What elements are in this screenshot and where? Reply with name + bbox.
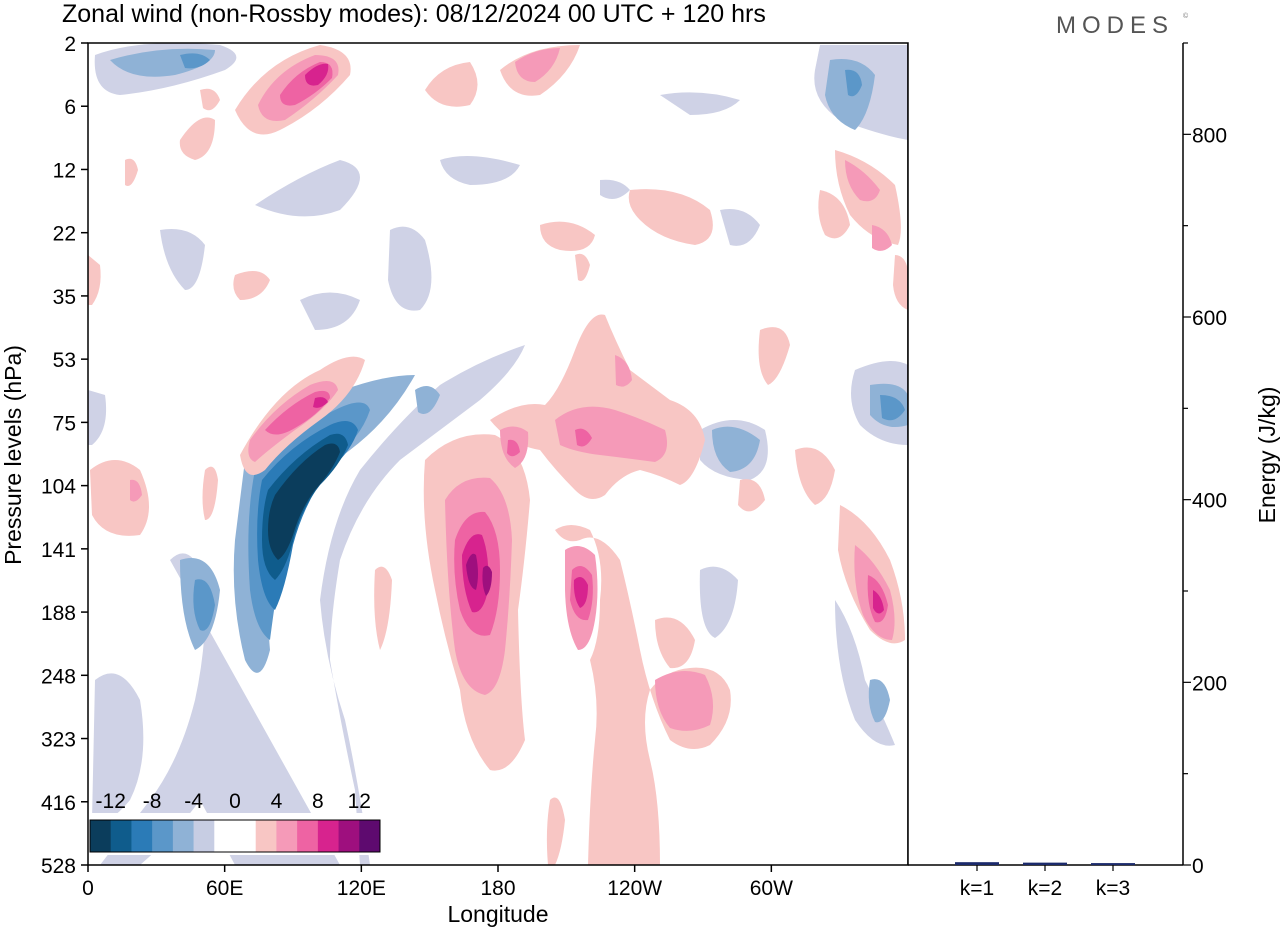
colorbar-label: 8 [312, 790, 324, 813]
y-tick-label: 188 [41, 602, 76, 625]
energy-tick-label: 200 [1192, 672, 1227, 695]
colorbar-swatch [338, 820, 360, 852]
colorbar-swatch [235, 820, 257, 852]
colorbar-swatch [276, 820, 298, 852]
energy-bar [1023, 862, 1067, 865]
y-tick-label: 528 [41, 855, 76, 878]
y-tick-label: 75 [53, 412, 76, 435]
y-tick-label: 2 [64, 33, 76, 56]
y-tick-label: 104 [41, 476, 76, 499]
energy-category-labels: k=1 k=2 k=3 [960, 865, 1130, 900]
colorbar-label: 12 [348, 790, 371, 813]
energy-bars [955, 862, 1135, 866]
energy-tick-label: 800 [1192, 124, 1227, 147]
y-tick-label: 35 [53, 286, 76, 309]
x-tick-label: 120E [337, 877, 386, 900]
energy-y-axis: 0 200 400 600 800 [1183, 42, 1227, 878]
energy-panel [908, 43, 1183, 865]
colorbar-swatch [193, 820, 215, 852]
modes-logo: MODES [1056, 12, 1174, 39]
energy-tick-label: 0 [1192, 855, 1204, 878]
energy-category-label: k=2 [1028, 877, 1062, 900]
chart-title: Zonal wind (non-Rossby modes): 08/12/202… [62, 0, 766, 28]
y-tick-label: 141 [41, 539, 76, 562]
colorbar-swatch [359, 820, 381, 852]
colorbar-label: 4 [271, 790, 283, 813]
y-tick-label: 6 [64, 96, 76, 119]
contour-pos-5 [466, 553, 492, 596]
colorbar-swatch [110, 820, 132, 852]
colorbar: -12 -8 -4 0 4 8 12 [89, 790, 381, 855]
y-axis: 2 6 12 22 35 53 75 104 141 188 248 323 416 528 [41, 33, 88, 878]
colorbar-swatch [172, 820, 195, 852]
energy-category-label: k=1 [960, 877, 994, 900]
y-tick-label: 416 [41, 792, 76, 815]
x-axis: 0 60E 120E 180 120W 60W [82, 865, 793, 900]
colorbar-swatch [297, 820, 319, 852]
colorbar-labels: -12 -8 -4 0 4 8 12 [96, 790, 371, 813]
colorbar-swatch [152, 820, 174, 852]
x-tick-label: 120W [607, 877, 662, 900]
logo-copyright-mark: © [1183, 12, 1189, 20]
y-tick-label: 12 [53, 159, 76, 182]
colorbar-swatch [214, 820, 236, 852]
colorbar-swatches [90, 820, 381, 852]
energy-bar [955, 862, 999, 865]
x-tick-label: 180 [480, 877, 515, 900]
colorbar-swatch [317, 820, 340, 852]
contour-neg-6 [268, 443, 340, 560]
y-tick-label: 22 [53, 223, 76, 246]
x-tick-label: 60W [750, 877, 793, 900]
y-tick-label: 53 [53, 349, 76, 372]
colorbar-swatch [131, 820, 153, 852]
energy-category-label: k=3 [1096, 877, 1130, 900]
x-axis-label: Longitude [447, 901, 548, 927]
energy-axis-label: Energy (J/kg) [1254, 387, 1280, 524]
energy-tick-label: 400 [1192, 490, 1227, 513]
energy-tick-label: 600 [1192, 307, 1227, 330]
x-tick-label: 0 [82, 877, 94, 900]
energy-bar [1091, 863, 1135, 866]
colorbar-label: -12 [96, 790, 126, 813]
contour-field: -12 -8 -4 0 4 8 12 [88, 43, 908, 865]
y-tick-label: 248 [41, 665, 76, 688]
colorbar-swatch [255, 820, 277, 852]
colorbar-label: -4 [184, 790, 203, 813]
y-tick-label: 323 [41, 729, 76, 752]
x-tick-label: 60E [206, 877, 243, 900]
colorbar-label: -8 [143, 790, 162, 813]
y-axis-label: Pressure levels (hPa) [0, 345, 26, 565]
colorbar-swatch [90, 820, 112, 852]
colorbar-label: 0 [229, 790, 241, 813]
